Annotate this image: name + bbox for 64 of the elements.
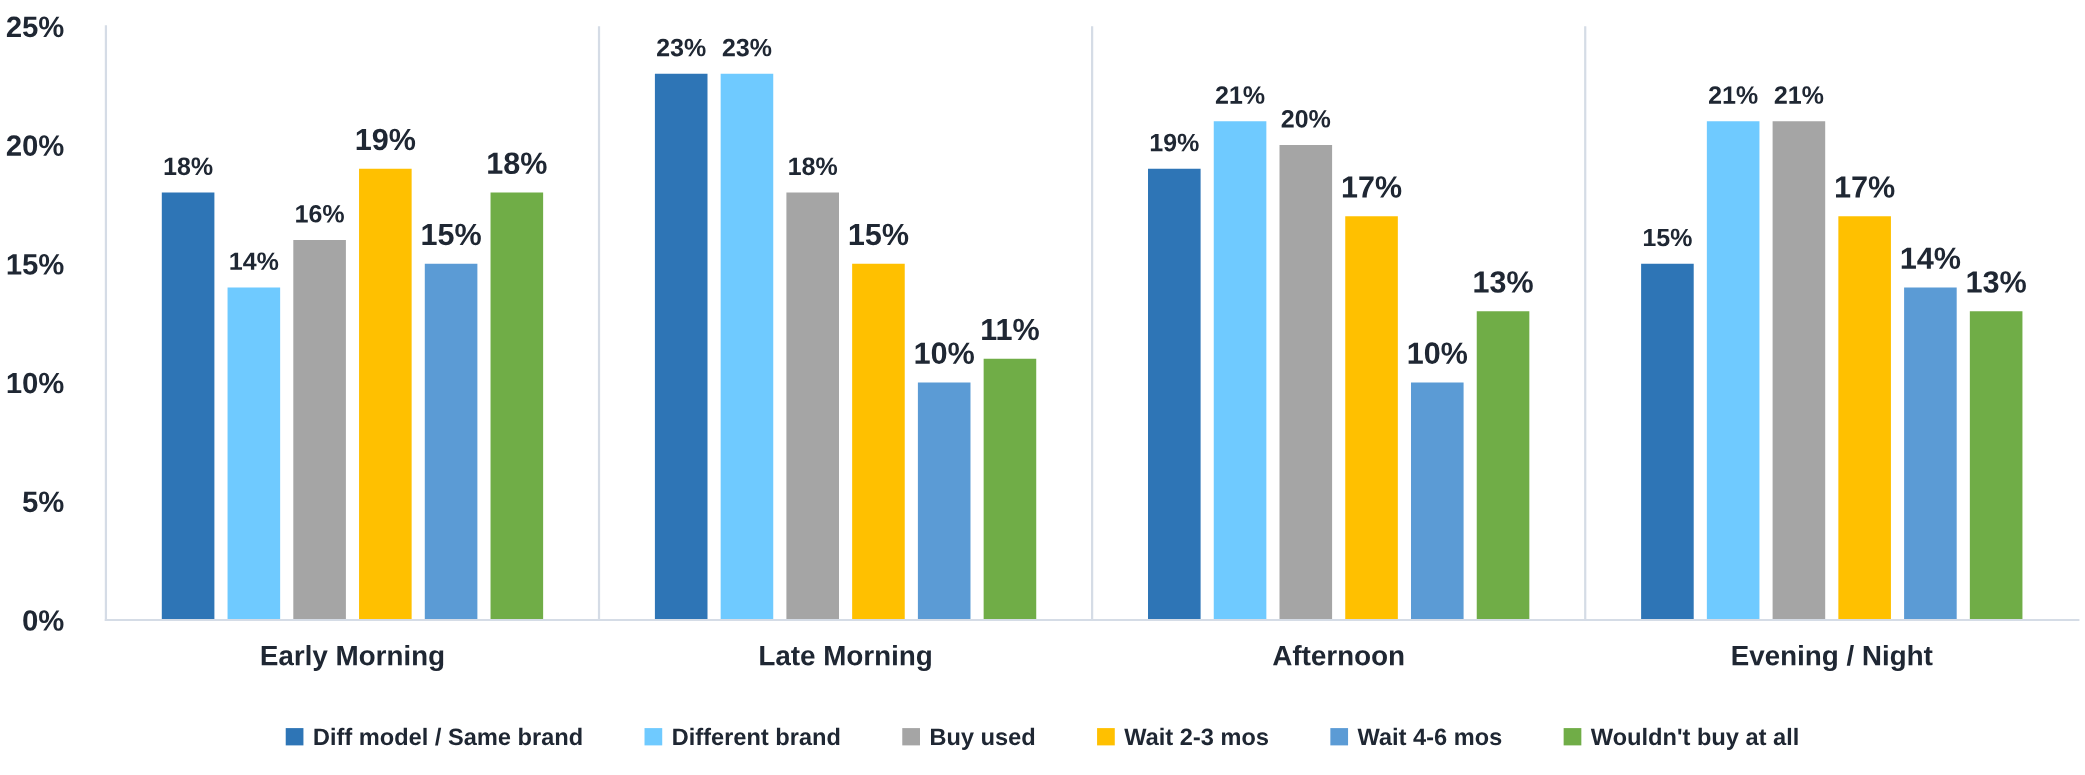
bar — [1345, 216, 1398, 620]
bar — [1969, 311, 2023, 620]
data-label: 18% — [789, 157, 838, 176]
data-label: 13% — [1967, 271, 2026, 293]
data-label: 14% — [230, 252, 279, 271]
data-label: 13% — [1474, 271, 1533, 293]
bar — [917, 382, 971, 620]
data-label: 17% — [1836, 176, 1895, 198]
bar — [786, 192, 839, 620]
y-tick-label: 5% — [22, 491, 64, 513]
legend-label: Wait 2-3 mos — [1124, 727, 1269, 746]
bar — [1706, 121, 1760, 620]
data-label: 23% — [657, 38, 706, 57]
data-label: 10% — [915, 342, 974, 364]
y-tick-label: 0% — [23, 610, 64, 631]
bar — [720, 73, 774, 620]
bar — [161, 192, 215, 620]
bar — [1904, 287, 1957, 620]
bar — [1772, 121, 1826, 620]
x-tick-label: Early Morning — [261, 645, 444, 672]
y-tick-label: 15% — [7, 254, 64, 275]
y-tick-label: 20% — [6, 135, 64, 156]
legend-label: Different brand — [673, 727, 840, 746]
data-label: 11% — [982, 318, 1039, 341]
bar — [227, 287, 281, 620]
bar — [1213, 121, 1267, 620]
bar — [359, 168, 412, 620]
data-label: 15% — [1643, 228, 1692, 247]
bar — [654, 73, 708, 620]
bar — [1476, 311, 1530, 620]
data-label: 16% — [296, 204, 344, 223]
data-label: 21% — [1215, 86, 1265, 104]
bar — [983, 358, 1037, 620]
data-label: 19% — [1150, 133, 1199, 152]
data-label: 10% — [1408, 342, 1468, 364]
legend-label: Diff model / Same brand — [314, 727, 582, 746]
data-label: 15% — [422, 223, 481, 246]
x-tick-label: Afternoon — [1273, 645, 1404, 666]
x-tick-label: Late Morning — [760, 645, 931, 672]
data-label: 14% — [1901, 247, 1961, 269]
data-label: 18% — [164, 157, 213, 176]
bar — [490, 192, 544, 620]
bar — [1838, 216, 1891, 620]
data-label: 19% — [356, 128, 416, 151]
bar — [852, 263, 905, 620]
bar — [1148, 168, 1201, 620]
y-tick-label: 25% — [6, 16, 64, 38]
data-label: 23% — [722, 38, 772, 57]
bar — [1641, 263, 1694, 620]
y-tick-label: 10% — [7, 372, 64, 394]
data-label: 21% — [1774, 86, 1824, 104]
data-label: 20% — [1281, 109, 1331, 128]
legend-label: Buy used — [931, 727, 1035, 750]
data-label: 21% — [1709, 86, 1758, 104]
bar — [293, 240, 346, 620]
legend-label: Wait 4-6 mos — [1357, 727, 1502, 746]
bar — [424, 263, 478, 620]
data-label: 17% — [1342, 176, 1402, 198]
bar — [1411, 382, 1464, 620]
data-label: 18% — [488, 152, 547, 175]
legend-label: Wouldn't buy at all — [1590, 727, 1798, 750]
bar — [1279, 145, 1333, 620]
x-tick-label: Evening / Night — [1732, 645, 1933, 672]
data-label: 15% — [849, 223, 909, 246]
